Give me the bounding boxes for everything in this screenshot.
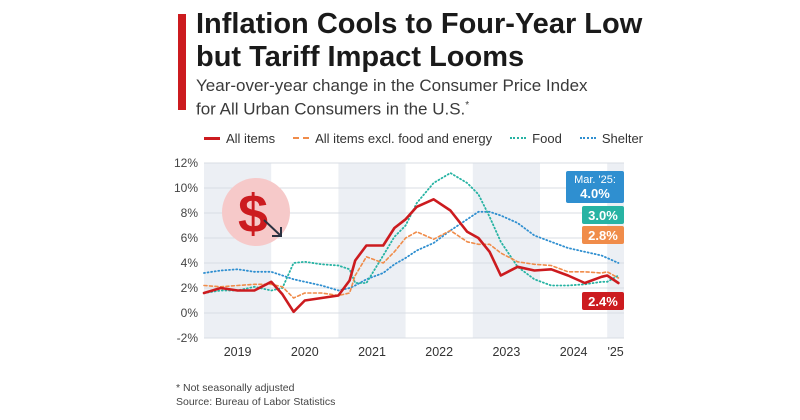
title-accent-bar (178, 14, 186, 110)
legend-item-core: All items excl. food and energy (293, 131, 492, 146)
dollar-sign-glyph: $ (238, 184, 268, 244)
legend-label-core: All items excl. food and energy (315, 130, 493, 146)
end-label-box-all-items (582, 292, 624, 310)
x-tick-label: 2021 (358, 345, 386, 359)
legend-swatch-shelter (579, 137, 596, 139)
y-tick-label: -2% (177, 331, 199, 345)
subtitle-footnote-mark: * (465, 100, 470, 111)
legend-label-all-items: All items (226, 130, 276, 146)
y-tick-label: 6% (181, 231, 199, 245)
dollar-down-icon: $ (222, 178, 290, 246)
title-line-1: Inflation Cools to Four-Year Low (196, 8, 643, 40)
down-arrow-icon (263, 219, 282, 237)
y-tick-label: 8% (181, 206, 199, 220)
legend-swatch-all-items (204, 136, 220, 140)
legend-label-shelter: Shelter (601, 130, 644, 146)
y-tick-label: 0% (181, 306, 199, 320)
subtitle-line-2-text: for All Urban Consumers in the U.S. (196, 99, 466, 119)
legend: All items All items excl. food and energ… (204, 129, 661, 147)
series-line-food (203, 172, 620, 294)
legend-label-food: Food (532, 130, 562, 146)
series-line-shelter (203, 210, 620, 292)
x-tick-label: 2024 (560, 345, 588, 359)
y-tick-label: 2% (181, 281, 199, 295)
end-label-box-core (582, 226, 624, 244)
legend-swatch-core (293, 137, 310, 139)
x-tick-label: 2022 (425, 345, 453, 359)
chart-title: Inflation Cools to Four-Year Low but Tar… (196, 8, 756, 74)
end-label-date: Mar. '25: (574, 174, 616, 186)
end-label-value-shelter: 4.0% (580, 186, 610, 201)
legend-swatch-food (510, 137, 527, 139)
x-tick-label: 2023 (492, 345, 520, 359)
end-label-value-all-items: 2.4% (588, 294, 618, 309)
y-tick-label: 4% (181, 256, 199, 270)
x-tick-label: 2020 (291, 345, 319, 359)
subtitle-line-1: Year-over-year change in the Consumer Pr… (196, 76, 588, 95)
series-line-core (203, 229, 620, 299)
y-tick-label: 10% (174, 181, 198, 195)
end-label-box-shelter (566, 171, 624, 203)
source-note: Source: Bureau of Labor Statistics (176, 396, 336, 408)
year-band-2021 (338, 163, 406, 338)
x-tick-label: 2019 (224, 345, 252, 359)
footer: * Not seasonally adjusted Source: Bureau… (176, 381, 335, 409)
y-tick-label: 12% (174, 156, 198, 170)
legend-item-all-items: All items (204, 131, 275, 146)
end-label-value-core: 2.8% (588, 228, 618, 243)
legend-item-shelter: Shelter (579, 130, 644, 146)
x-tick-label: '25 (607, 345, 623, 359)
end-label-box-food (582, 206, 624, 224)
subtitle-line-2: for All Urban Consumers in the U.S.* (196, 96, 736, 120)
title-line-2: but Tariff Impact Looms (196, 41, 525, 73)
legend-item-food: Food (510, 131, 562, 146)
footnote: * Not seasonally adjusted (176, 382, 295, 394)
series-line-all-items (202, 198, 620, 314)
chart-subtitle: Year-over-year change in the Consumer Pr… (196, 76, 736, 120)
end-label-value-food: 3.0% (588, 208, 618, 223)
